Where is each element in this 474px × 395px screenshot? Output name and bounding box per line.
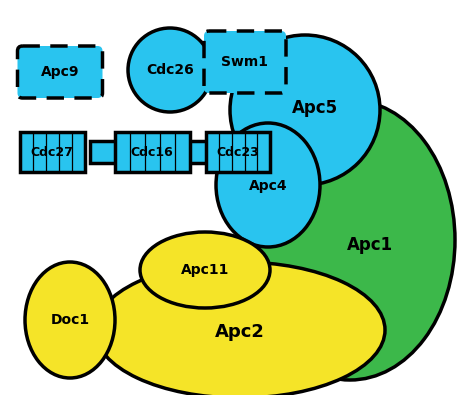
Text: Swm1: Swm1 [221,55,268,69]
Ellipse shape [140,232,270,308]
Ellipse shape [95,262,385,395]
FancyBboxPatch shape [206,132,271,172]
Circle shape [128,28,212,112]
Text: Apc4: Apc4 [249,179,287,193]
Ellipse shape [25,262,115,378]
FancyBboxPatch shape [185,141,215,163]
Text: Cdc23: Cdc23 [217,145,259,158]
Text: Cdc26: Cdc26 [146,63,194,77]
Ellipse shape [245,100,455,380]
Text: Cdc27: Cdc27 [30,145,73,158]
FancyBboxPatch shape [18,46,102,98]
Ellipse shape [216,123,320,247]
Text: Apc2: Apc2 [215,323,265,341]
Text: Cdc16: Cdc16 [131,145,173,158]
Circle shape [230,35,380,185]
Text: Apc5: Apc5 [292,99,338,117]
Text: Doc1: Doc1 [50,313,90,327]
Text: Apc9: Apc9 [41,65,79,79]
Text: Apc11: Apc11 [181,263,229,277]
FancyBboxPatch shape [19,132,84,172]
Text: Apc1: Apc1 [347,236,393,254]
FancyBboxPatch shape [115,132,190,172]
FancyBboxPatch shape [204,31,286,93]
FancyBboxPatch shape [90,141,120,163]
